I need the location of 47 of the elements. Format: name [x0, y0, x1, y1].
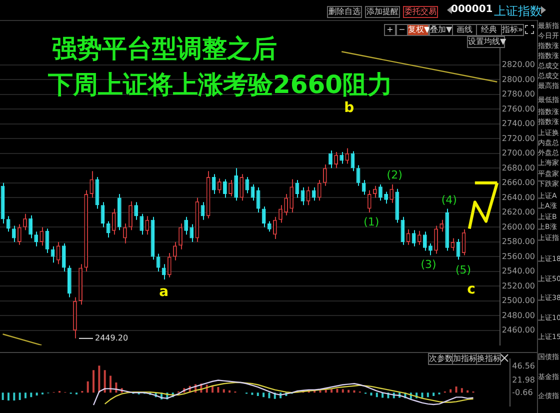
text: 删除自选	[327, 6, 362, 18]
text: 经典	[476, 24, 502, 36]
y-tick-label: 2560.00	[502, 252, 536, 261]
y-tick-label: 2640.00	[502, 192, 536, 202]
y-tick-label: 2820.00	[502, 60, 536, 70]
annotation: (5)	[455, 264, 472, 276]
y-tick-label: 2580.00	[502, 237, 536, 246]
annotation: (2)	[386, 168, 402, 182]
annotation: 加指标	[452, 353, 477, 365]
y-tick-label: 2700.00	[502, 148, 536, 158]
y-tick-label: 2720.00	[502, 134, 536, 143]
annotation: a	[159, 284, 169, 300]
y-tick-label: 2800.00	[502, 74, 536, 84]
y-tick-label: 2520.00	[502, 281, 536, 290]
annotation: (4)	[441, 194, 457, 207]
y-tick-label: 2540.00	[502, 266, 536, 276]
y-tick-label: 2620.00	[502, 208, 536, 217]
text: 叠加▼	[429, 24, 453, 36]
chart-title: 强势平台型调整之后	[52, 33, 277, 65]
annotation: c	[467, 281, 476, 298]
annotation: b	[344, 100, 354, 116]
text: 上证指数	[494, 3, 542, 20]
text: +	[384, 24, 396, 36]
text: 画线	[452, 24, 477, 36]
y-tick-label: 46.56	[512, 361, 536, 370]
y-tick-label: 2500.00	[502, 296, 536, 306]
y-tick-label: 2780.00	[502, 90, 536, 99]
text: 添加提醒	[365, 6, 400, 18]
y-tick-label: 2760.00	[502, 104, 536, 114]
y-tick-label: 2740.00	[502, 119, 536, 128]
annotation: 设置均线▼	[467, 36, 506, 48]
text: −	[396, 24, 408, 36]
y-tick-label: 2480.00	[502, 310, 536, 320]
y-tick-label: 2600.00	[502, 222, 536, 232]
y-tick-label: -0.66	[512, 388, 533, 398]
annotation: (1)	[364, 215, 380, 228]
y-tick-label: 2660.00	[502, 178, 536, 188]
annotation: (3)	[420, 258, 436, 272]
y-tick-label: 21.98	[512, 375, 536, 384]
y-tick-label: 2680.00	[502, 163, 536, 172]
text: 委托交易	[403, 6, 438, 18]
text: 指标»	[501, 24, 524, 36]
text: 下周上证将上涨考验2660阻力	[48, 69, 393, 101]
annotation: 次参数	[428, 353, 453, 365]
annotation: 换指标	[476, 353, 501, 365]
annotation: 2449.20	[94, 333, 128, 342]
y-tick-label: 2460.00	[502, 326, 536, 335]
